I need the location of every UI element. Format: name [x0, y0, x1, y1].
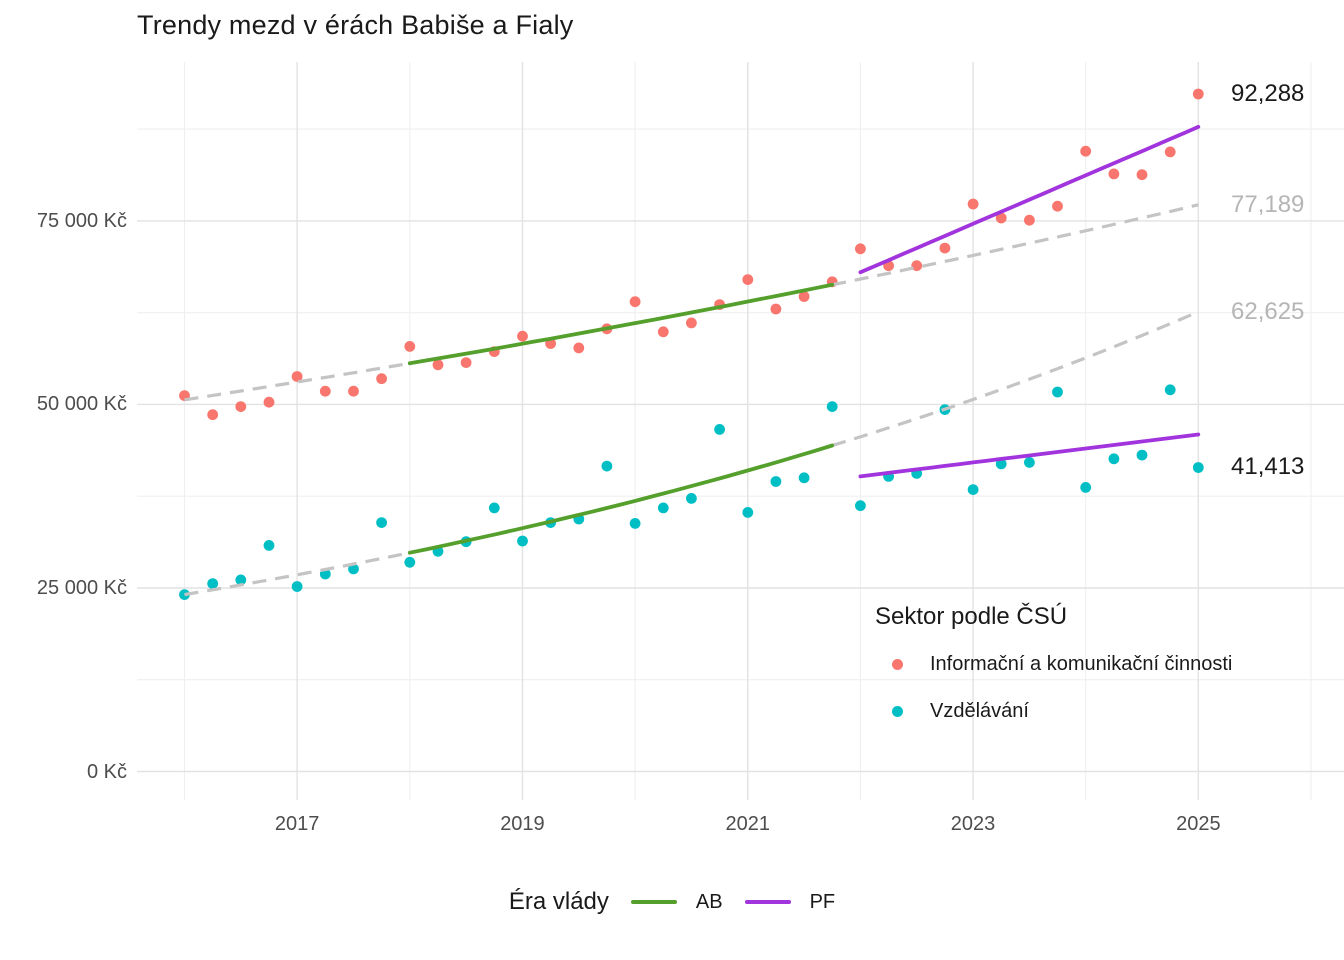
y-axis-tick-75000: 75 000 Kč — [36, 209, 127, 232]
sector-legend-title: Sektor podle ČSÚ — [875, 603, 1068, 630]
legend-item-education: Vzdělávání — [875, 697, 1232, 725]
value-label-it-last: 92,288 — [1231, 79, 1305, 107]
y-axis-tick-25000: 25 000 Kč — [36, 576, 127, 599]
legend-item-it: Informační a komunikační činnosti — [875, 650, 1232, 678]
value-label-edu-last: 41,413 — [1231, 453, 1305, 481]
era-legend-title: Éra vlády — [508, 888, 609, 915]
legend-item-pf: PF — [744, 890, 836, 914]
x-axis-tick-2023: 2023 — [950, 813, 996, 835]
y-axis-tick-50000: 50 000 Kč — [36, 393, 127, 416]
education-series-dot-icon — [892, 705, 903, 717]
x-axis-tick-2017: 2017 — [274, 813, 320, 835]
it-series-dot-icon — [892, 658, 903, 670]
legend-item-education-label: Vzdělávání — [930, 699, 1029, 722]
legend-item-ab-label: AB — [695, 890, 723, 913]
y-axis-tick-0: 0 Kč — [86, 760, 127, 783]
era-legend: Éra vlády AB PF — [0, 888, 1344, 916]
x-axis-tick-2019: 2019 — [500, 813, 545, 835]
value-label-edu-projection: 62,625 — [1231, 297, 1305, 325]
legend-item-pf-label: PF — [809, 890, 836, 913]
legend-item-ab: AB — [630, 890, 723, 914]
ab-line-swatch-icon — [630, 900, 677, 904]
pf-line-swatch-icon — [744, 900, 791, 904]
sector-legend: Sektor podle ČSÚ Informační a komunikačn… — [875, 603, 1232, 725]
x-axis-tick-2025: 2025 — [1176, 813, 1221, 835]
x-axis-tick-2021: 2021 — [725, 813, 771, 835]
legend-item-it-label: Informační a komunikační činnosti — [930, 652, 1233, 675]
value-label-it-projection: 77,189 — [1231, 190, 1305, 218]
chart-title: Trendy mezd v érách Babiše a Fialy — [137, 10, 574, 40]
